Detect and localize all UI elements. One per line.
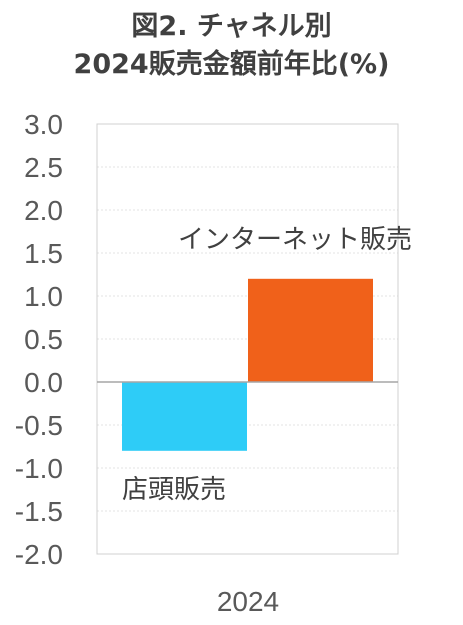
series-label-internet: インターネット販売 xyxy=(178,225,412,255)
y-tick-label: 0.5 xyxy=(24,324,63,355)
bars xyxy=(122,278,373,451)
bar-store xyxy=(122,382,247,451)
series-label-store: 店頭販売 xyxy=(122,475,226,505)
y-tick-label: 2.5 xyxy=(24,152,63,183)
chart-title: 図2. チャネル別 2024販売金額前年比(%) xyxy=(0,8,463,84)
chart-title-line-1: 図2. チャネル別 xyxy=(131,11,332,42)
y-tick-label: 0.0 xyxy=(24,367,63,398)
x-tick-label-2024: 2024 xyxy=(217,586,279,617)
bar-internet xyxy=(248,278,373,382)
y-tick-label: 3.0 xyxy=(24,109,63,140)
y-tick-label: 1.5 xyxy=(24,238,63,269)
y-tick-label: 1.0 xyxy=(24,281,63,312)
plot-frame xyxy=(96,123,399,555)
y-tick-label: -1.5 xyxy=(15,496,63,527)
y-tick-label: 2.0 xyxy=(24,195,63,226)
y-axis-ticks: 3.0 2.5 2.0 1.5 1.0 0.5 0.0 -0.5 -1.0 -1.5 -2.0 xyxy=(15,109,63,570)
y-tick-label: -1.0 xyxy=(15,453,63,484)
y-tick-label: -2.0 xyxy=(15,539,63,570)
y-tick-label: -0.5 xyxy=(15,410,63,441)
chart-title-line-2: 2024販売金額前年比(%) xyxy=(73,49,390,80)
